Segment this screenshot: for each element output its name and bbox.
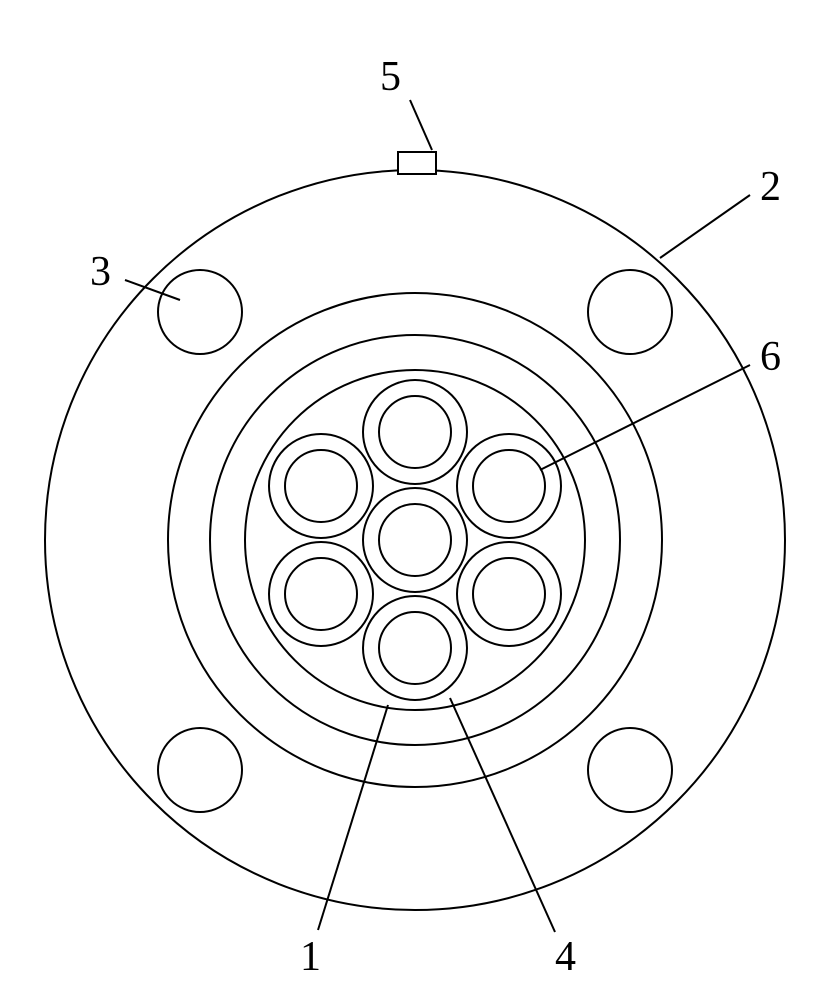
top-tab [398,152,436,174]
callout-label: 5 [380,54,401,100]
callout-label: 1 [300,934,321,980]
bolt-hole [158,270,242,354]
leader-line [410,100,432,150]
bolt-hole [158,728,242,812]
callout-label: 3 [90,249,111,295]
bolt-hole [588,728,672,812]
bolt-hole [588,270,672,354]
callout-label: 6 [760,334,781,380]
callout-label: 4 [555,934,576,980]
callout-label: 2 [760,164,781,210]
leader-line [660,195,750,258]
